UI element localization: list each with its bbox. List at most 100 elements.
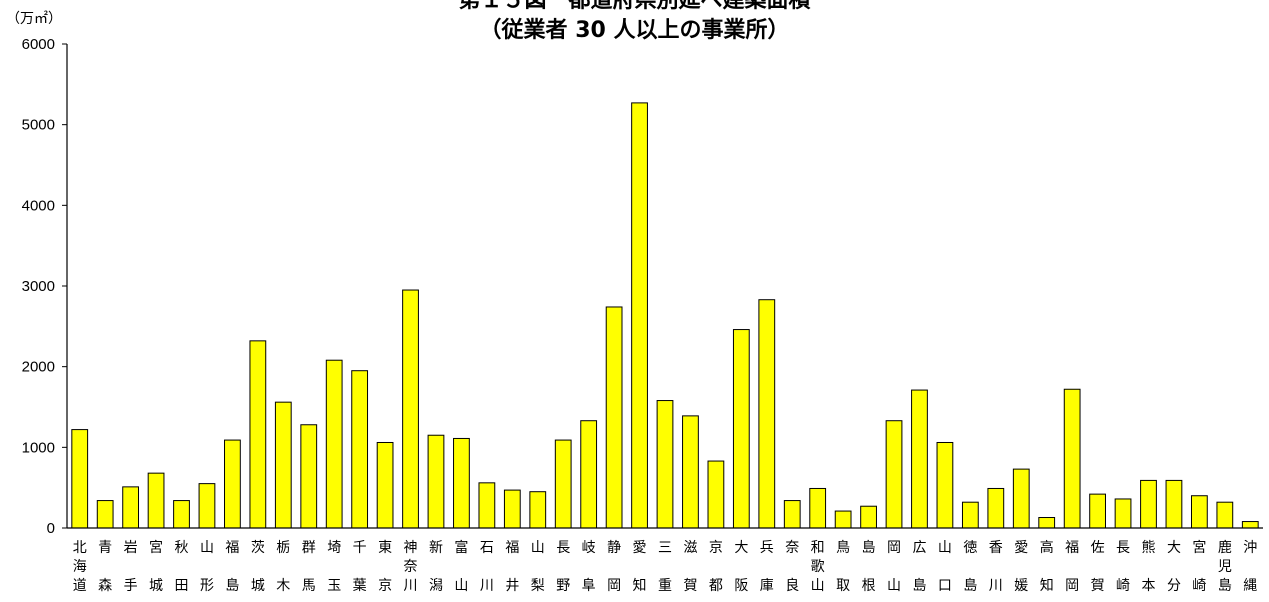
bar-高知 <box>1038 517 1056 529</box>
x-tick-label: 石川 <box>480 540 494 594</box>
bar-石川 <box>478 482 496 529</box>
bar-山形 <box>198 483 216 529</box>
bar-福島 <box>224 439 241 529</box>
bar-宮崎 <box>1190 495 1208 529</box>
x-tick-label: 福井 <box>505 540 519 594</box>
bar-愛知 <box>631 102 648 529</box>
bar-静岡 <box>605 306 623 529</box>
x-tick-label: 鳥取 <box>836 540 850 594</box>
bar-神奈川 <box>402 289 419 529</box>
bar-茨城 <box>249 340 267 529</box>
x-tick-label: 青森 <box>98 540 112 594</box>
y-ticks-group: 0 1000 2000 3000 4000 5000 6000 <box>22 36 67 537</box>
bar-佐賀 <box>1089 493 1106 529</box>
bar-山口 <box>936 441 954 529</box>
x-tick-label: 長崎 <box>1116 540 1130 594</box>
x-tick-label: 徳島 <box>963 540 977 594</box>
x-tick-label: 鹿児島 <box>1218 539 1232 594</box>
chart-title: 第１５図 都道府県別延べ建築面積 （従業者 30 人以上の事業所） <box>300 0 969 46</box>
bar-栃木 <box>274 401 292 529</box>
bar-岡山 <box>885 420 903 529</box>
bar-鳥取 <box>834 510 852 529</box>
x-tick-label: 佐賀 <box>1091 540 1105 594</box>
bar-山梨 <box>529 491 547 529</box>
bar-群馬 <box>300 424 318 529</box>
bar-千葉 <box>351 370 369 529</box>
x-tick-label: 福岡 <box>1065 540 1079 594</box>
bar-広島 <box>911 389 928 529</box>
y-axis-unit-label: （万㎡） <box>6 11 62 27</box>
bar-兵庫 <box>758 299 776 529</box>
chart-title-line2: （従業者 30 人以上の事業所） <box>479 18 790 43</box>
chart-title-line1: 第１５図 都道府県別延べ建築面積 <box>458 0 811 13</box>
bar-香川 <box>987 487 1005 529</box>
bar-大阪 <box>732 329 750 529</box>
x-tick-label: 宮崎 <box>1192 540 1206 594</box>
bar-沖縄 <box>1241 521 1259 529</box>
bar-京都 <box>707 460 725 529</box>
x-tick-label: 広島 <box>912 540 926 594</box>
x-tick-label: 埼玉 <box>327 540 341 594</box>
x-tick-label: 兵庫 <box>760 540 774 594</box>
y-tick-label: 0 <box>47 520 55 537</box>
bar-北海道 <box>71 429 89 529</box>
x-tick-label: 和歌山 <box>811 540 825 594</box>
bar-熊本 <box>1140 479 1157 529</box>
x-tick-label: 静岡 <box>607 540 621 594</box>
x-tick-label: 宮城 <box>149 540 163 594</box>
bar-青森 <box>96 500 114 529</box>
x-tick-label: 富山 <box>454 539 468 594</box>
x-tick-label: 山形 <box>200 540 214 594</box>
bar-福井 <box>503 489 521 529</box>
x-tick-label: 長野 <box>556 540 570 594</box>
bar-長野 <box>554 439 572 529</box>
x-tick-label: 秋田 <box>175 540 189 594</box>
y-tick-label: 4000 <box>22 197 55 214</box>
bar-富山 <box>453 437 470 529</box>
bar-大分 <box>1165 479 1183 529</box>
x-tick-label: 奈良 <box>785 540 799 594</box>
x-tick-label: 香川 <box>989 540 1003 594</box>
x-tick-label: 大分 <box>1167 540 1181 594</box>
bar-三重 <box>656 400 674 529</box>
y-tick-label: 1000 <box>22 439 55 456</box>
bars-group <box>71 102 1259 529</box>
x-tick-label: 群馬 <box>302 540 316 594</box>
x-tick-label: 神奈川 <box>404 540 418 594</box>
bar-新潟 <box>427 434 445 529</box>
bar-愛媛 <box>1012 468 1030 529</box>
x-tick-label: 愛媛 <box>1014 540 1028 594</box>
bar-宮城 <box>147 472 165 529</box>
bar-鹿児島 <box>1216 501 1234 529</box>
bar-滋賀 <box>682 415 699 529</box>
x-tick-label: 沖縄 <box>1243 540 1257 594</box>
bar-和歌山 <box>809 487 827 529</box>
x-tick-label: 新潟 <box>429 540 443 594</box>
y-tick-label: 6000 <box>22 36 55 53</box>
y-tick-label: 3000 <box>22 278 55 295</box>
x-tick-label: 山梨 <box>531 540 545 594</box>
y-tick-label: 5000 <box>22 117 55 134</box>
bar-岐阜 <box>580 420 598 529</box>
bar-長崎 <box>1114 498 1132 529</box>
x-tick-label: 茨城 <box>251 540 265 594</box>
x-tick-label: 三重 <box>658 540 672 594</box>
bar-徳島 <box>961 501 979 529</box>
x-tick-label: 岩手 <box>124 540 138 594</box>
x-tick-label: 福島 <box>225 540 239 594</box>
x-ticks-group: 北海道青森岩手宮城秋田山形福島茨城栃木群馬埼玉千葉東京神奈川新潟富山石川福井山梨… <box>73 539 1258 594</box>
x-tick-label: 岡山 <box>887 540 901 594</box>
bar-秋田 <box>173 500 190 529</box>
bar-福岡 <box>1063 388 1081 529</box>
x-tick-label: 東京 <box>378 540 392 594</box>
y-tick-label: 2000 <box>22 359 55 376</box>
x-tick-label: 栃木 <box>276 540 290 594</box>
x-tick-label: 愛知 <box>633 540 647 594</box>
x-tick-label: 山口 <box>938 540 952 594</box>
bar-東京 <box>376 441 394 529</box>
x-tick-label: 島根 <box>862 540 876 594</box>
x-tick-label: 熊本 <box>1141 540 1155 594</box>
x-tick-label: 千葉 <box>353 540 367 594</box>
x-tick-label: 滋賀 <box>683 540 697 594</box>
